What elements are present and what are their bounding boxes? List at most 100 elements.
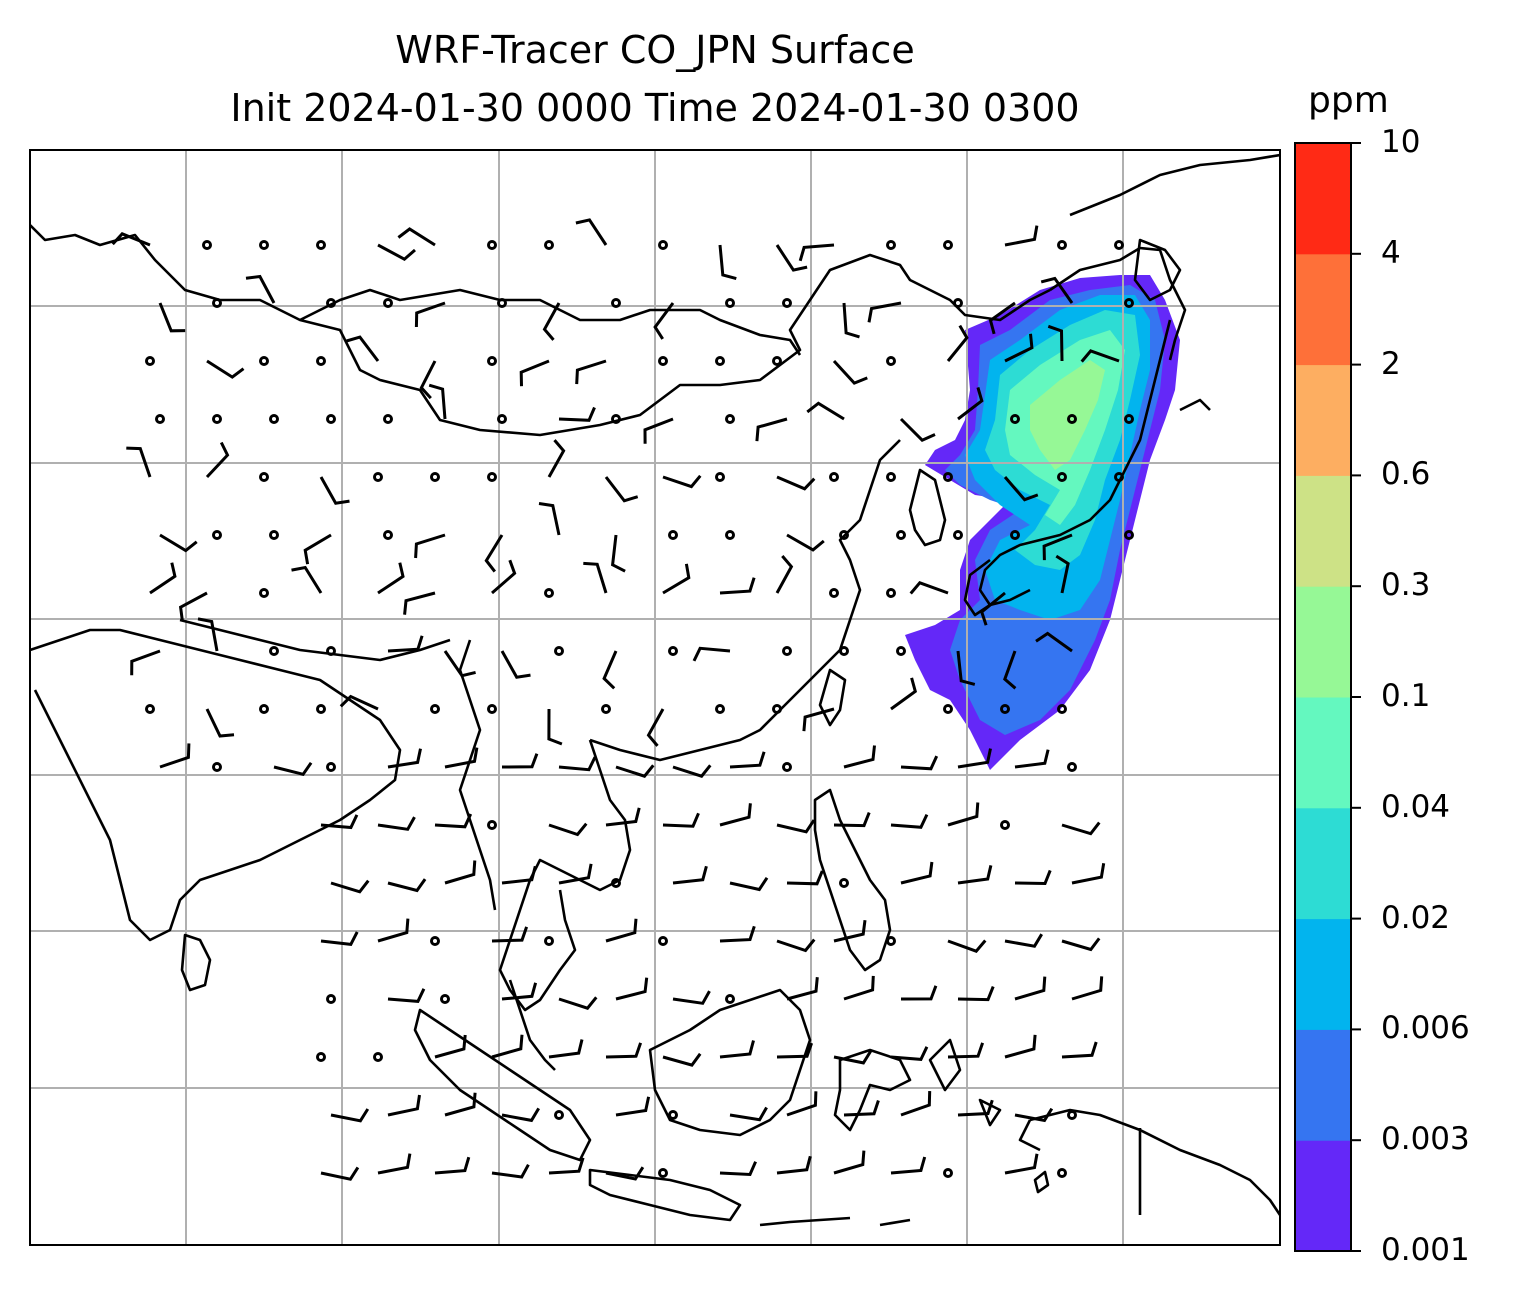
- wind-barb: [547, 708, 563, 746]
- wind-barb: [434, 1034, 467, 1059]
- myanmar-bangladesh: [458, 639, 497, 911]
- wind-barb: [979, 591, 1006, 626]
- colorbar-segment: [1295, 143, 1351, 255]
- wind-barb: [806, 401, 845, 421]
- calm-wind-marker: [896, 646, 906, 656]
- plume-level-5: [1030, 360, 1105, 470]
- calm-wind-marker: [715, 472, 725, 482]
- calm-wind-marker: [658, 240, 668, 250]
- wind-barb: [662, 812, 700, 828]
- colorbar-tick-label: 0.006: [1381, 1010, 1470, 1047]
- wind-barb: [320, 1166, 360, 1181]
- calm-wind-marker: [544, 588, 554, 598]
- calm-wind-marker: [839, 530, 849, 540]
- calm-wind-marker: [658, 356, 668, 366]
- calm-wind-marker: [544, 240, 554, 250]
- wind-barb: [1040, 276, 1074, 304]
- wind-barb: [558, 996, 598, 1010]
- wind-barb: [615, 1096, 651, 1117]
- wind-barb: [273, 761, 313, 777]
- wind-barb: [377, 918, 410, 943]
- calm-wind-marker: [1067, 762, 1077, 772]
- calm-wind-marker: [373, 472, 383, 482]
- wind-barb: [900, 985, 938, 1001]
- calm-wind-marker: [430, 472, 440, 482]
- wind-barbs: [111, 218, 1134, 1181]
- wind-barb: [798, 243, 835, 262]
- calm-wind-marker: [430, 704, 440, 714]
- wind-barb: [786, 977, 819, 1001]
- wind-barb: [718, 244, 737, 281]
- calm-wind-marker: [269, 530, 279, 540]
- lesser-sunda: [759, 1216, 911, 1227]
- wind-barb: [605, 918, 638, 943]
- sulawesi: [833, 1048, 912, 1132]
- wind-barb: [672, 764, 712, 778]
- wind-barb: [542, 302, 561, 341]
- wind-barb: [719, 1040, 755, 1059]
- wind-barb: [610, 534, 626, 573]
- wind-barb: [303, 533, 332, 565]
- calm-wind-marker: [829, 588, 839, 598]
- calm-wind-marker: [202, 240, 212, 250]
- wind-barb: [900, 861, 934, 885]
- calm-wind-marker: [259, 588, 269, 598]
- wind-barb: [1014, 749, 1050, 769]
- calm-wind-marker: [1057, 1168, 1067, 1178]
- calm-wind-marker: [383, 414, 393, 424]
- wind-barb: [491, 559, 517, 595]
- colorbar-segment: [1295, 807, 1351, 920]
- wind-barb: [130, 649, 161, 676]
- wind-barb: [605, 1166, 645, 1181]
- calm-wind-marker: [886, 472, 896, 482]
- tracer-plume: [905, 275, 1180, 770]
- calm-wind-marker: [668, 1110, 678, 1120]
- calm-wind-marker: [487, 472, 497, 482]
- wind-barb: [729, 1106, 768, 1122]
- calm-wind-marker: [1010, 530, 1020, 540]
- wind-barb: [419, 360, 437, 400]
- wind-barb: [575, 359, 607, 385]
- calm-wind-marker: [373, 1052, 383, 1062]
- calm-wind-marker: [316, 356, 326, 366]
- wind-barb: [434, 1156, 471, 1175]
- wind-barb: [330, 879, 370, 894]
- wind-barb: [1004, 1153, 1039, 1175]
- wind-barb: [538, 502, 561, 536]
- calm-wind-marker: [839, 646, 849, 656]
- colorbar-segment: [1295, 918, 1351, 1030]
- wind-barb: [719, 803, 752, 827]
- calm-wind-marker: [772, 704, 782, 714]
- calm-wind-marker: [886, 356, 896, 366]
- wind-barb: [387, 748, 422, 769]
- wind-barb: [1014, 1107, 1054, 1123]
- wind-barb: [1003, 650, 1017, 690]
- wind-barb: [205, 441, 230, 479]
- wind-barb: [205, 708, 235, 738]
- wind-barb: [947, 1042, 985, 1059]
- wind-barb: [491, 1163, 530, 1179]
- calm-wind-marker: [953, 530, 963, 540]
- wind-barb: [646, 708, 665, 747]
- calm-wind-marker: [1067, 1110, 1077, 1120]
- wind-barb: [501, 753, 539, 769]
- calm-wind-marker: [668, 646, 678, 656]
- calm-wind-marker: [487, 704, 497, 714]
- wind-barb: [842, 302, 860, 339]
- calm-wind-marker: [611, 878, 621, 888]
- colorbar-segment: [1295, 586, 1351, 698]
- wind-barb: [111, 232, 151, 247]
- calm-wind-marker: [782, 762, 792, 772]
- calm-wind-marker: [269, 414, 279, 424]
- calm-wind-marker: [886, 936, 896, 946]
- wind-barb: [719, 1161, 757, 1177]
- calm-wind-marker: [1057, 240, 1067, 250]
- wind-barb: [149, 562, 177, 595]
- wind-barb: [339, 694, 379, 711]
- wind-barb: [957, 748, 992, 769]
- colorbar-tick-label: 0.3: [1381, 567, 1431, 604]
- calm-wind-marker: [259, 240, 269, 250]
- calm-wind-marker: [611, 414, 621, 424]
- japan-kyushu: [963, 558, 991, 617]
- wind-barb: [1004, 1034, 1037, 1059]
